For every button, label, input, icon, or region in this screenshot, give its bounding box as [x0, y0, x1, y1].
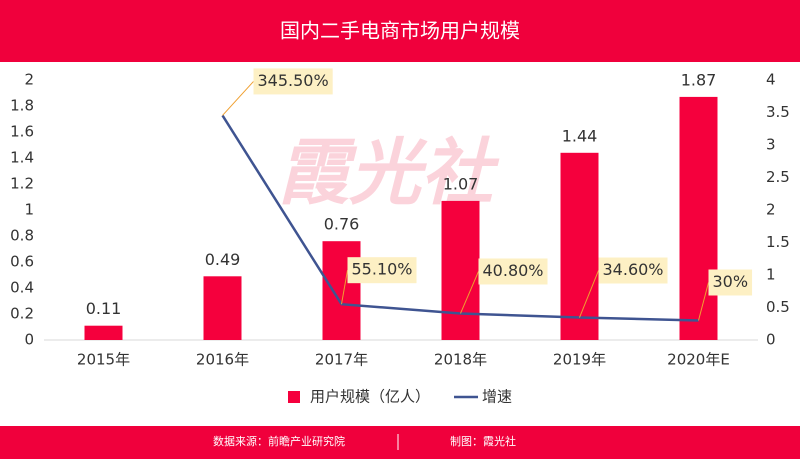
y-tick-label: 1.6: [10, 123, 34, 141]
data-label: 40.80%: [483, 261, 544, 280]
bar: [322, 241, 361, 340]
label-box: [347, 257, 417, 284]
x-tick-label: 2019年: [553, 351, 606, 369]
y2-tick-label: 4: [766, 71, 776, 89]
leader-line: [698, 282, 709, 321]
leader-line: [222, 81, 254, 116]
watermark: 霞光社: [277, 131, 500, 215]
y-tick-label: 1.4: [10, 149, 34, 167]
bar: [84, 325, 123, 340]
bar: [679, 96, 718, 341]
y2-tick-label: 3: [766, 136, 776, 154]
leader-line: [460, 271, 479, 314]
y2-tick-label: 2.5: [766, 168, 790, 186]
leader-line: [579, 270, 599, 318]
data-label: 345.50%: [258, 71, 329, 90]
title-bar: [0, 0, 800, 62]
data-label: 30%: [713, 272, 749, 291]
legend-swatch: [288, 391, 300, 403]
bar: [441, 200, 480, 340]
chart-title: 国内二手电商市场用户规模: [280, 19, 520, 43]
y2-tick-label: 1: [766, 266, 776, 284]
source: 数据来源：前瞻产业研究院: [213, 434, 345, 448]
y2-tick-label: 2: [766, 201, 776, 219]
x-tick-label: 2017年: [315, 351, 368, 369]
data-label: 55.10%: [352, 260, 413, 279]
y2-tick-label: 0.5: [766, 298, 790, 316]
y-tick-label: 0: [24, 331, 34, 349]
y-tick-label: 0.6: [10, 253, 34, 271]
y-tick-label: 1: [24, 201, 34, 219]
y2-tick-label: 3.5: [766, 103, 790, 121]
credit: 制图：霞光社: [450, 434, 516, 448]
x-tick-label: 2020年E: [667, 351, 730, 369]
data-label: 34.60%: [603, 260, 664, 279]
data-label: 0.76: [324, 215, 360, 234]
y2-tick-label: 0: [766, 331, 776, 349]
y-tick-label: 1.8: [10, 97, 34, 115]
x-tick-label: 2018年: [434, 351, 487, 369]
label-box: [598, 257, 668, 284]
x-tick-label: 2016年: [196, 351, 249, 369]
y-tick-label: 0.2: [10, 305, 34, 323]
data-label: 0.49: [205, 250, 241, 269]
data-label: 1.87: [681, 70, 717, 89]
legend-label: 增速: [482, 388, 512, 406]
data-label: 0.11: [86, 299, 122, 318]
label-box: [708, 269, 753, 296]
data-label: 1.07: [443, 174, 479, 193]
footer-bar: [0, 426, 800, 459]
y2-tick-label: 1.5: [766, 233, 790, 251]
y-tick-label: 0.4: [10, 279, 34, 297]
leader-line: [341, 270, 348, 305]
label-box: [253, 68, 333, 95]
bar: [560, 152, 599, 340]
y-tick-label: 0.8: [10, 227, 34, 245]
data-label: 1.44: [562, 126, 598, 145]
legend-label: 用户规模（亿人）: [310, 388, 430, 406]
label-box: [478, 258, 548, 285]
y-tick-label: 2: [24, 71, 34, 89]
bar: [203, 276, 242, 340]
y-tick-label: 1.2: [10, 175, 34, 193]
x-tick-label: 2015年: [77, 351, 130, 369]
